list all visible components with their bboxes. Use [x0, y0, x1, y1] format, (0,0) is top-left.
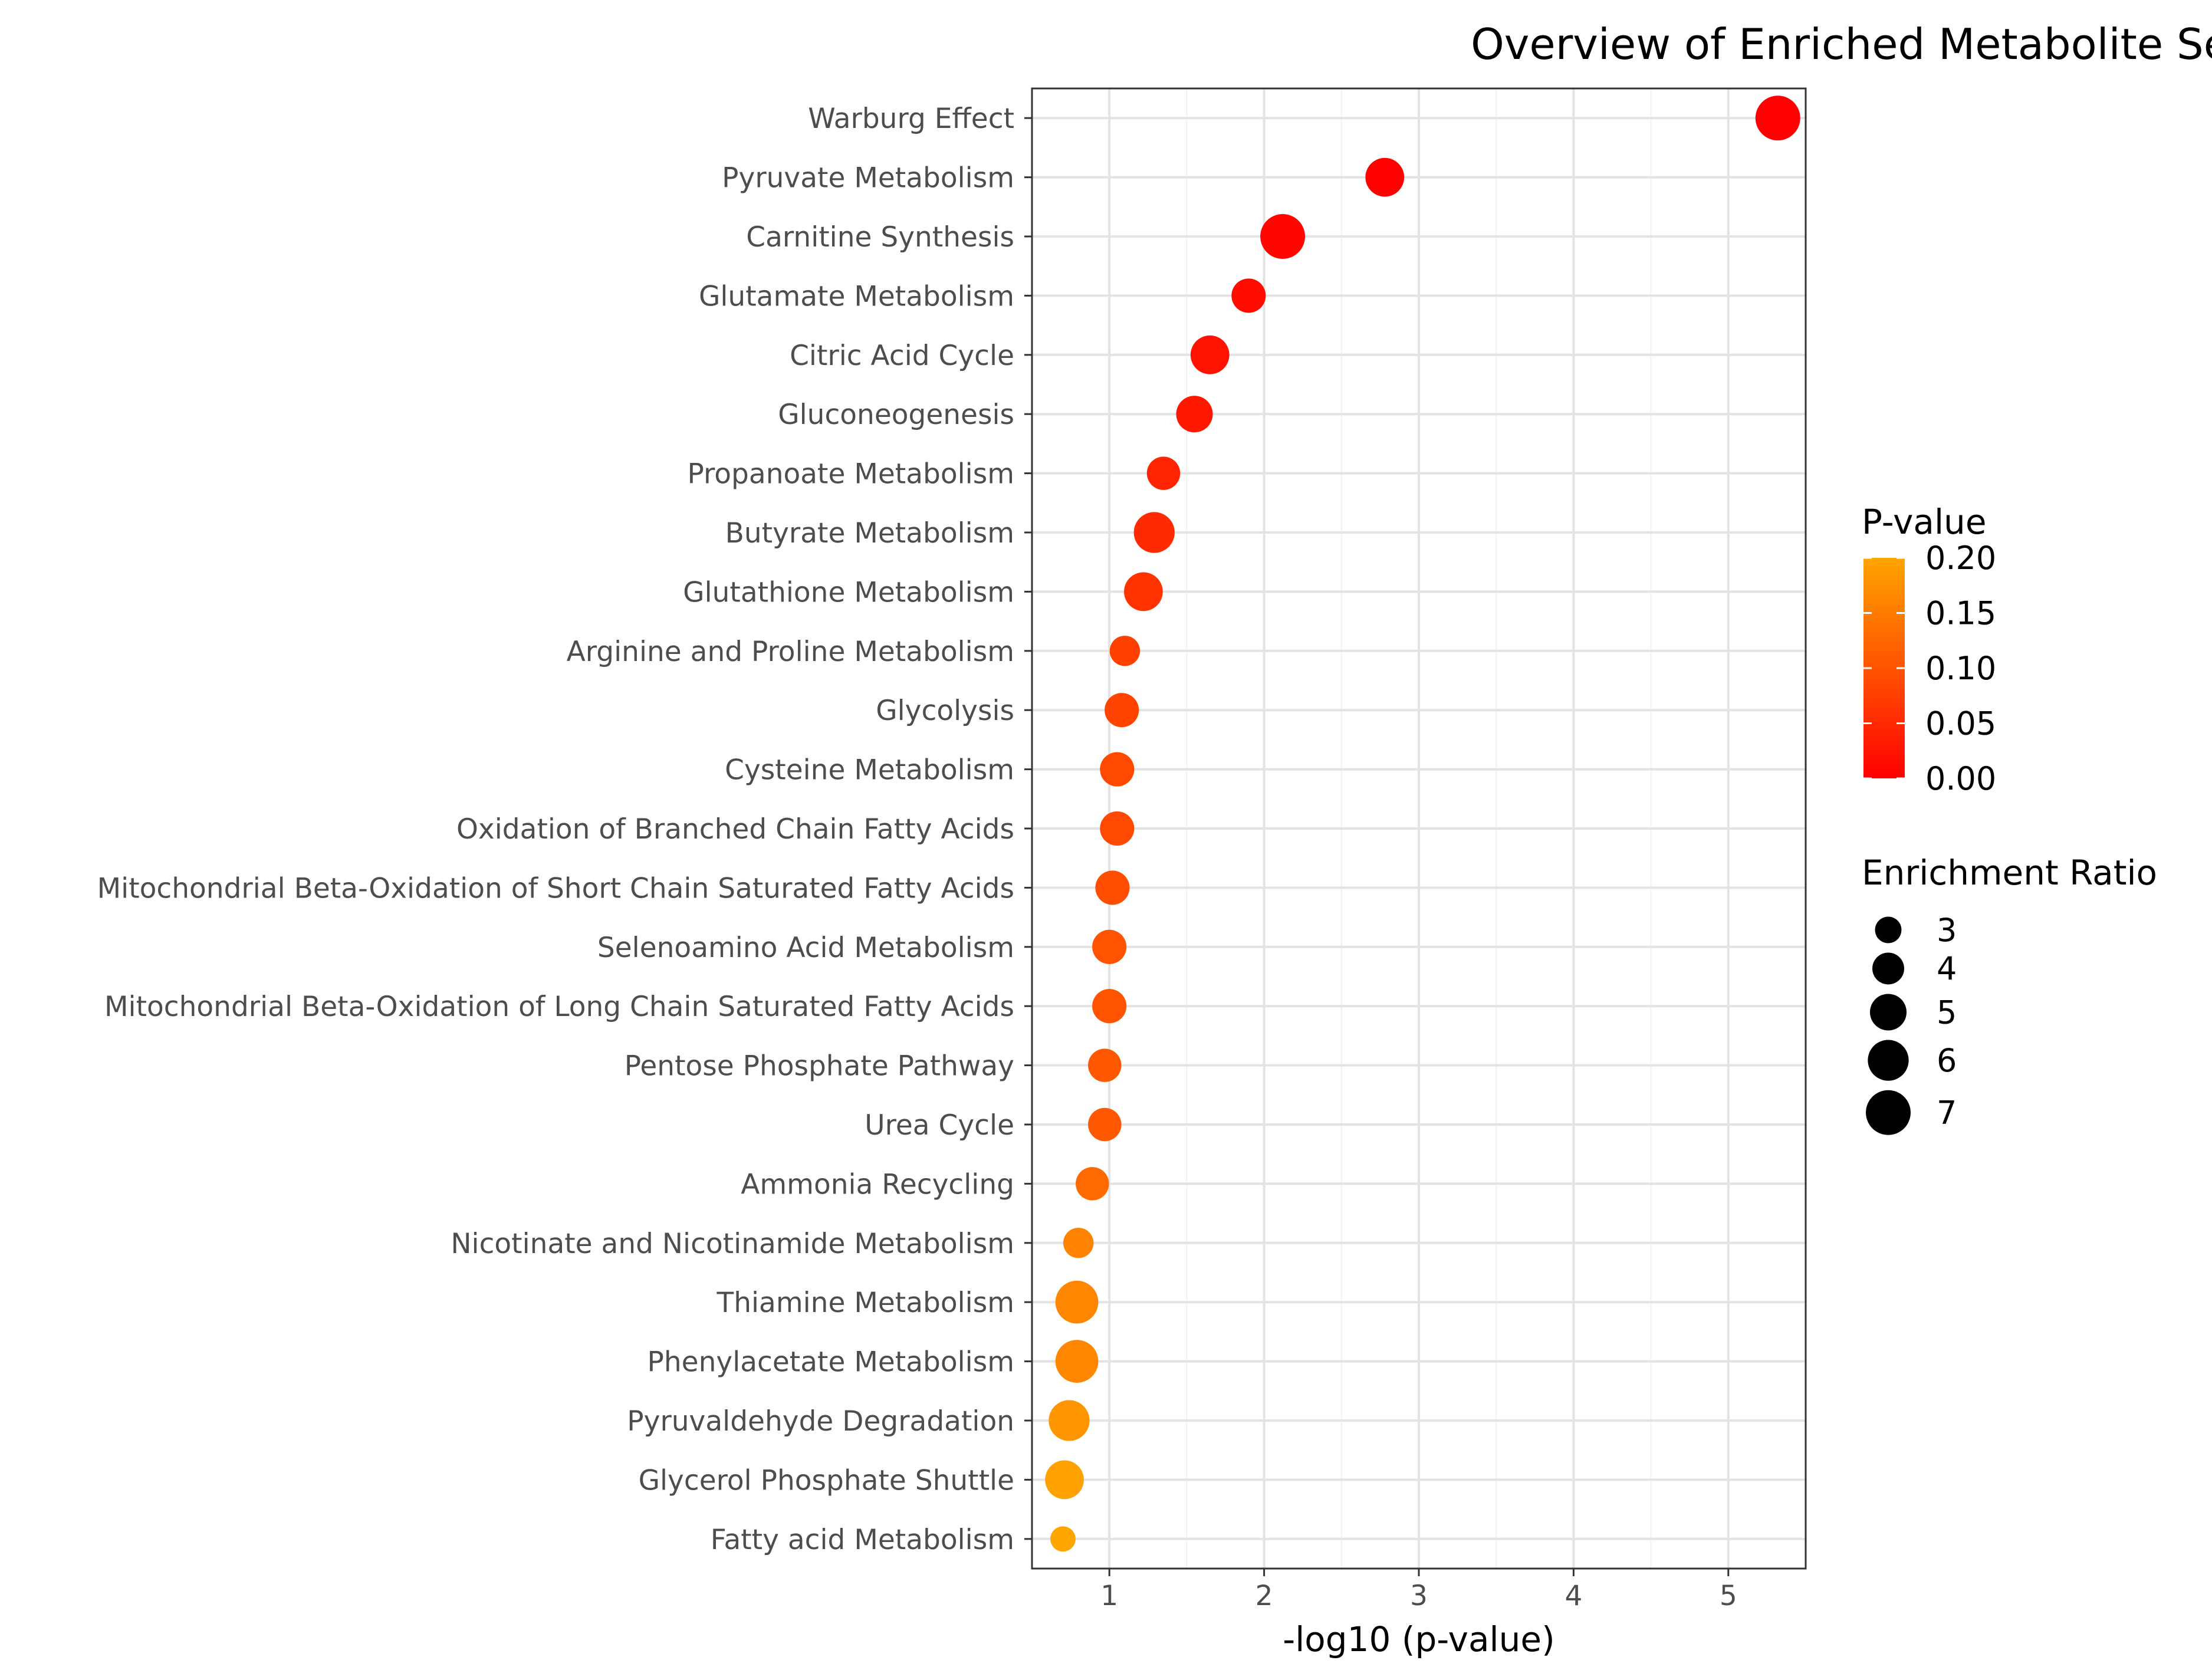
x-axis-labels: 1 2 3 4 5 — [1100, 1580, 1737, 1612]
point-arginine-and-proline-metabolism — [1109, 636, 1140, 666]
category-label: Glycolysis — [876, 695, 1014, 727]
category-label: Arginine and Proline Metabolism — [567, 636, 1014, 668]
point-urea-cycle — [1088, 1107, 1122, 1142]
point-nicotinate-and-nicotinamide-metabolism — [1063, 1228, 1094, 1258]
point-pyruvaldehyde-degradation — [1049, 1400, 1090, 1441]
color-legend-label: 0.20 — [1925, 540, 1996, 577]
color-legend-label: 0.05 — [1925, 705, 1996, 742]
category-label: Warburg Effect — [808, 103, 1014, 135]
point-ammonia-recycling — [1076, 1167, 1109, 1201]
size-legend-dot — [1868, 1040, 1909, 1081]
size-legend-dot — [1866, 1090, 1911, 1135]
size-legend-title: Enrichment Ratio — [1862, 853, 2157, 893]
category-label: Urea Cycle — [865, 1109, 1014, 1142]
category-label: Phenylacetate Metabolism — [648, 1346, 1014, 1379]
category-label: Selenoamino Acid Metabolism — [597, 932, 1014, 964]
size-legend-dot — [1872, 952, 1904, 985]
color-legend: P-value 0.20 0.15 0.10 0.05 0.00 — [1862, 502, 1996, 797]
chart-title: Overview of Enriched Metabolite Sets (To… — [1471, 19, 2212, 69]
category-label: Glutamate Metabolism — [699, 280, 1014, 313]
size-legend-label: 7 — [1937, 1094, 1957, 1132]
category-label: Pyruvaldehyde Degradation — [627, 1405, 1014, 1438]
category-label: Mitochondrial Beta-Oxidation of Short Ch… — [97, 872, 1014, 905]
size-legend-label: 4 — [1937, 950, 1957, 987]
category-label: Pentose Phosphate Pathway — [625, 1050, 1014, 1083]
color-legend-label: 0.00 — [1925, 760, 1996, 797]
point-citric-acid-cycle — [1190, 335, 1230, 374]
category-label: Butyrate Metabolism — [725, 517, 1014, 550]
point-warburg-effect — [1755, 96, 1800, 141]
point-pentose-phosphate-pathway — [1088, 1048, 1122, 1082]
category-label: Mitochondrial Beta-Oxidation of Long Cha… — [104, 991, 1014, 1023]
point-gluconeogenesis — [1176, 396, 1213, 433]
point-carnitine-synthesis — [1260, 214, 1306, 259]
category-label: Gluconeogenesis — [778, 399, 1014, 431]
x-tick-label: 2 — [1255, 1580, 1273, 1612]
size-legend-items: 34 5 6 7 — [1866, 912, 1957, 1135]
color-legend-ticks: 0.20 0.15 0.10 0.05 0.00 — [1863, 540, 1996, 797]
point-glutathione-metabolism — [1124, 572, 1163, 611]
point-propanoate-metabolism — [1146, 456, 1181, 490]
y-axis-labels: Warburg Effect Pyruvate Metabolism Carniti… — [97, 103, 1014, 1556]
point-phenylacetate-metabolism — [1055, 1340, 1099, 1383]
point-selenoamino-acid-metabolism — [1092, 929, 1127, 964]
x-tick-label: 3 — [1410, 1580, 1428, 1612]
point-oxidation-of-branched-chain-fatty-acids — [1100, 811, 1135, 846]
category-label: Propanoate Metabolism — [688, 458, 1015, 491]
size-legend-dot — [1869, 994, 1907, 1031]
data-points — [1045, 96, 1800, 1552]
category-label: Carnitine Synthesis — [746, 221, 1014, 254]
point-mitochondrial-beta-oxidation-of-short-chain-saturated-fatty-acids — [1095, 870, 1130, 905]
category-label: Glycerol Phosphate Shuttle — [639, 1464, 1014, 1497]
category-label: Citric Acid Cycle — [790, 340, 1014, 372]
size-legend-label: 3 — [1937, 912, 1957, 949]
plot-border — [1031, 87, 1807, 1570]
axis-ticks — [1024, 117, 1730, 1576]
point-mitochondrial-beta-oxidation-of-long-chain-saturated-fatty-acids — [1092, 989, 1127, 1024]
x-tick-label: 5 — [1720, 1580, 1737, 1612]
color-legend-label: 0.15 — [1925, 595, 1996, 632]
size-legend-dot — [1875, 916, 1902, 943]
category-label: Ammonia Recycling — [741, 1168, 1014, 1201]
point-pyruvate-metabolism — [1365, 157, 1405, 197]
x-tick-label: 1 — [1100, 1580, 1118, 1612]
category-label: Oxidation of Branched Chain Fatty Acids — [456, 813, 1014, 846]
category-label: Cysteine Metabolism — [725, 754, 1014, 787]
size-legend: Enrichment Ratio 34 5 6 7 — [1862, 853, 2157, 1135]
size-legend-label: 5 — [1937, 994, 1957, 1031]
category-label: Glutathione Metabolism — [683, 576, 1014, 609]
x-tick-label: 4 — [1564, 1580, 1582, 1612]
color-legend-label: 0.10 — [1925, 650, 1996, 687]
category-label: Pyruvate Metabolism — [722, 162, 1014, 195]
category-label: Thiamine Metabolism — [716, 1287, 1014, 1319]
point-glutamate-metabolism — [1231, 278, 1266, 313]
category-label: Nicotinate and Nicotinamide Metabolism — [451, 1228, 1014, 1260]
point-glycolysis — [1105, 693, 1139, 728]
x-axis-title: -log10 (p-value) — [1283, 1619, 1554, 1659]
category-label: Fatty acid Metabolism — [711, 1524, 1014, 1556]
point-butyrate-metabolism — [1133, 512, 1175, 553]
point-cysteine-metabolism — [1100, 752, 1135, 787]
color-legend-title: P-value — [1862, 502, 1987, 542]
size-legend-label: 6 — [1937, 1042, 1957, 1079]
point-thiamine-metabolism — [1055, 1280, 1099, 1324]
point-fatty-acid-metabolism — [1050, 1526, 1076, 1552]
point-glycerol-phosphate-shuttle — [1045, 1460, 1084, 1500]
